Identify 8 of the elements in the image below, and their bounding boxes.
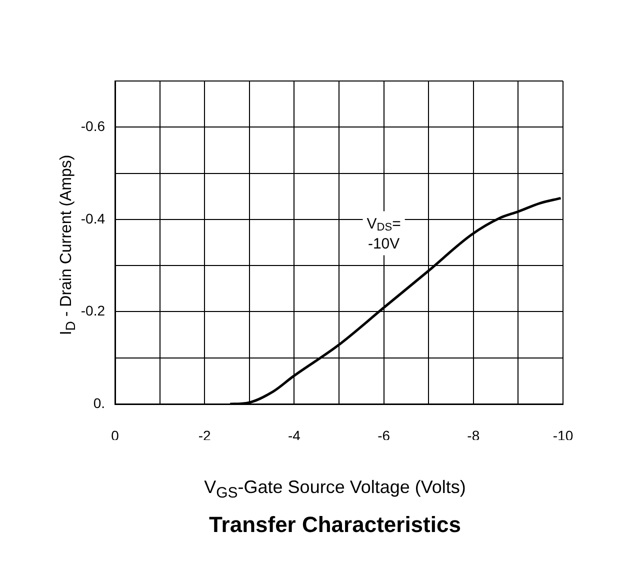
y-tick-label: -0.4	[80, 210, 106, 226]
x-axis-title: V$_{GS}$-Gate Source Voltage (Volts)	[203, 477, 467, 502]
text: Transfer Characteristics	[208, 512, 462, 538]
y-tick-label: 0.	[93, 394, 105, 411]
y-tick-label: -0.2	[80, 302, 106, 319]
x-tick-label: -2	[198, 427, 212, 444]
x-tick-label: -4	[288, 427, 301, 444]
y-tick-label: -0.6	[80, 118, 106, 134]
